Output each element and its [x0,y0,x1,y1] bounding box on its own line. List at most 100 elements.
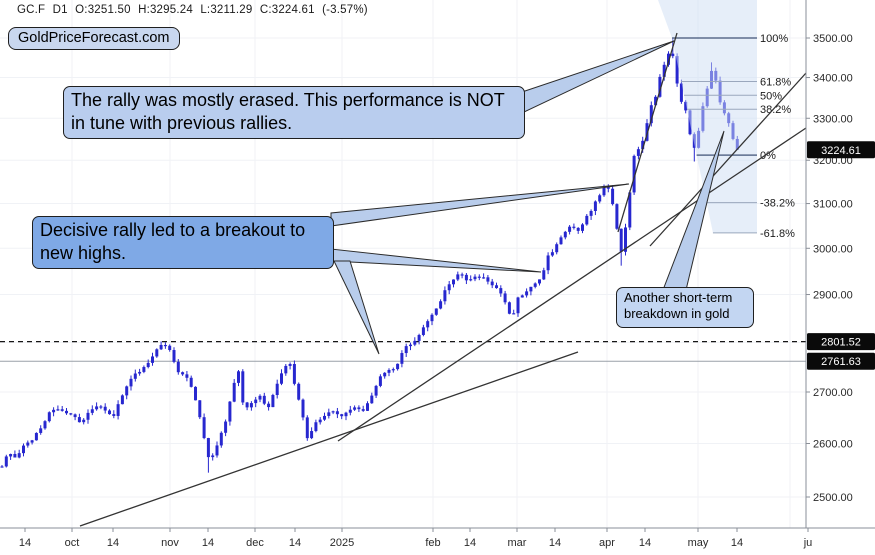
time-axis-label: 14 [464,537,476,549]
time-axis-label: 14 [639,537,651,549]
candle-body [65,410,68,414]
fib-level-label: -61.8% [760,228,795,240]
candle-body [327,412,331,416]
candle-body [585,215,589,225]
candle-body [658,76,662,97]
time-axis-label: oct [65,537,80,549]
candle-body [224,421,228,433]
price-axis-label: 2700.00 [813,387,853,399]
candle-body [4,456,8,467]
candle-body [314,422,318,432]
candle-body [611,188,615,205]
watermark-badge: GoldPriceForecast.com [8,27,180,50]
candle-body [589,210,593,216]
candle-body [654,96,658,106]
candle-body [615,204,619,229]
time-axis-label: ju [803,537,813,549]
fib-level-label: -38.2% [760,198,795,210]
candle-body [533,283,537,287]
candle-body [473,276,477,280]
candle-body [400,353,404,364]
candle-body [598,195,602,202]
candle-body [60,409,64,411]
candle-body [77,417,81,423]
price-axis[interactable]: 3500.003400.003300.003200.003100.003000.… [805,0,853,528]
candle-body [667,53,670,65]
candle-body [211,455,215,458]
fib-level-label: 0% [760,150,776,162]
price-level-badge-text: 2761.63 [821,356,861,368]
candle-body [228,401,232,422]
candle-body [305,417,309,439]
candle-body [331,411,335,413]
candle-body [542,270,546,280]
candle-body [383,372,387,377]
candle-body [559,237,563,245]
candle-body [245,402,249,408]
candle-body [378,376,382,386]
candle-body [641,140,645,150]
price-level-badge [807,141,875,159]
fib-level-label: 38.2% [760,104,791,116]
candle-body [215,445,219,456]
fibonacci-retracement[interactable]: 100% 61.8%50% 38.2% 0% -38.2% -61.8% [658,0,795,240]
candle-body [550,252,554,256]
price-axis-label: 3500.00 [813,33,853,45]
annotation-decisive-rally[interactable]: Decisive rally led to a breakout to new … [32,216,334,270]
candle-body [482,277,486,279]
candle-body [452,279,455,285]
trend-lines[interactable] [79,32,807,527]
candle-body [413,340,417,345]
candle-body [56,409,60,411]
candle-body [181,372,185,375]
annotation-text: Decisive rally led to a breakout to new … [40,220,306,263]
candle-body [409,344,412,347]
time-axis-label: nov [161,537,179,549]
candle-body [17,453,21,458]
time-axis-label: 2025 [330,537,354,549]
candle-body [241,371,245,403]
fib-level-label: 100% [760,33,788,45]
candle-body [477,276,481,278]
candle-body [576,227,580,231]
annotation-rally-erased[interactable]: The rally was mostly erased. This perfor… [63,86,525,140]
candle-body [0,466,4,468]
annotation-short-term-breakdown[interactable]: Another short-term breakdown in gold [616,287,754,328]
candle-body [507,302,511,314]
candle-body [357,407,361,410]
candle-body [396,363,400,370]
trend-line [79,351,579,527]
time-axis-label: 14 [107,537,119,549]
candle-body [370,395,374,404]
candle-body [464,274,468,281]
candle-body [125,386,129,396]
candle-body [593,201,597,211]
candle-body [284,365,288,374]
candle-body [546,255,550,271]
time-axis[interactable]: 14 oct 14 nov 14 dec 14 2025 feb 14 mar 14 apr 14 may 1… [0,527,875,549]
candle-body [151,356,154,363]
candle-body [469,279,473,281]
candle-body [34,432,38,441]
price-axis-label: 2900.00 [813,290,853,302]
candle-body [361,409,365,411]
candle-body [159,344,163,350]
fib-level-label: 61.8% [760,77,791,89]
candle-body [348,409,352,413]
price-level-badge-text: 3224.61 [821,145,861,157]
candle-body [99,406,103,408]
time-axis-label: 14 [19,537,31,549]
fib-level-label: 50% [760,90,782,102]
candle-body [271,394,275,408]
price-level-badge [807,333,875,351]
candle-body [219,432,223,446]
candle-body [26,442,30,446]
candle-body [684,101,688,111]
candle-body [43,421,47,429]
symbol-quote-header: GC.F D1 O:3251.50 H:3295.24 L:3211.29 C:… [17,4,368,16]
candle-body [280,373,283,384]
candle-body [30,440,34,443]
price-axis-label: 2500.00 [813,492,853,504]
